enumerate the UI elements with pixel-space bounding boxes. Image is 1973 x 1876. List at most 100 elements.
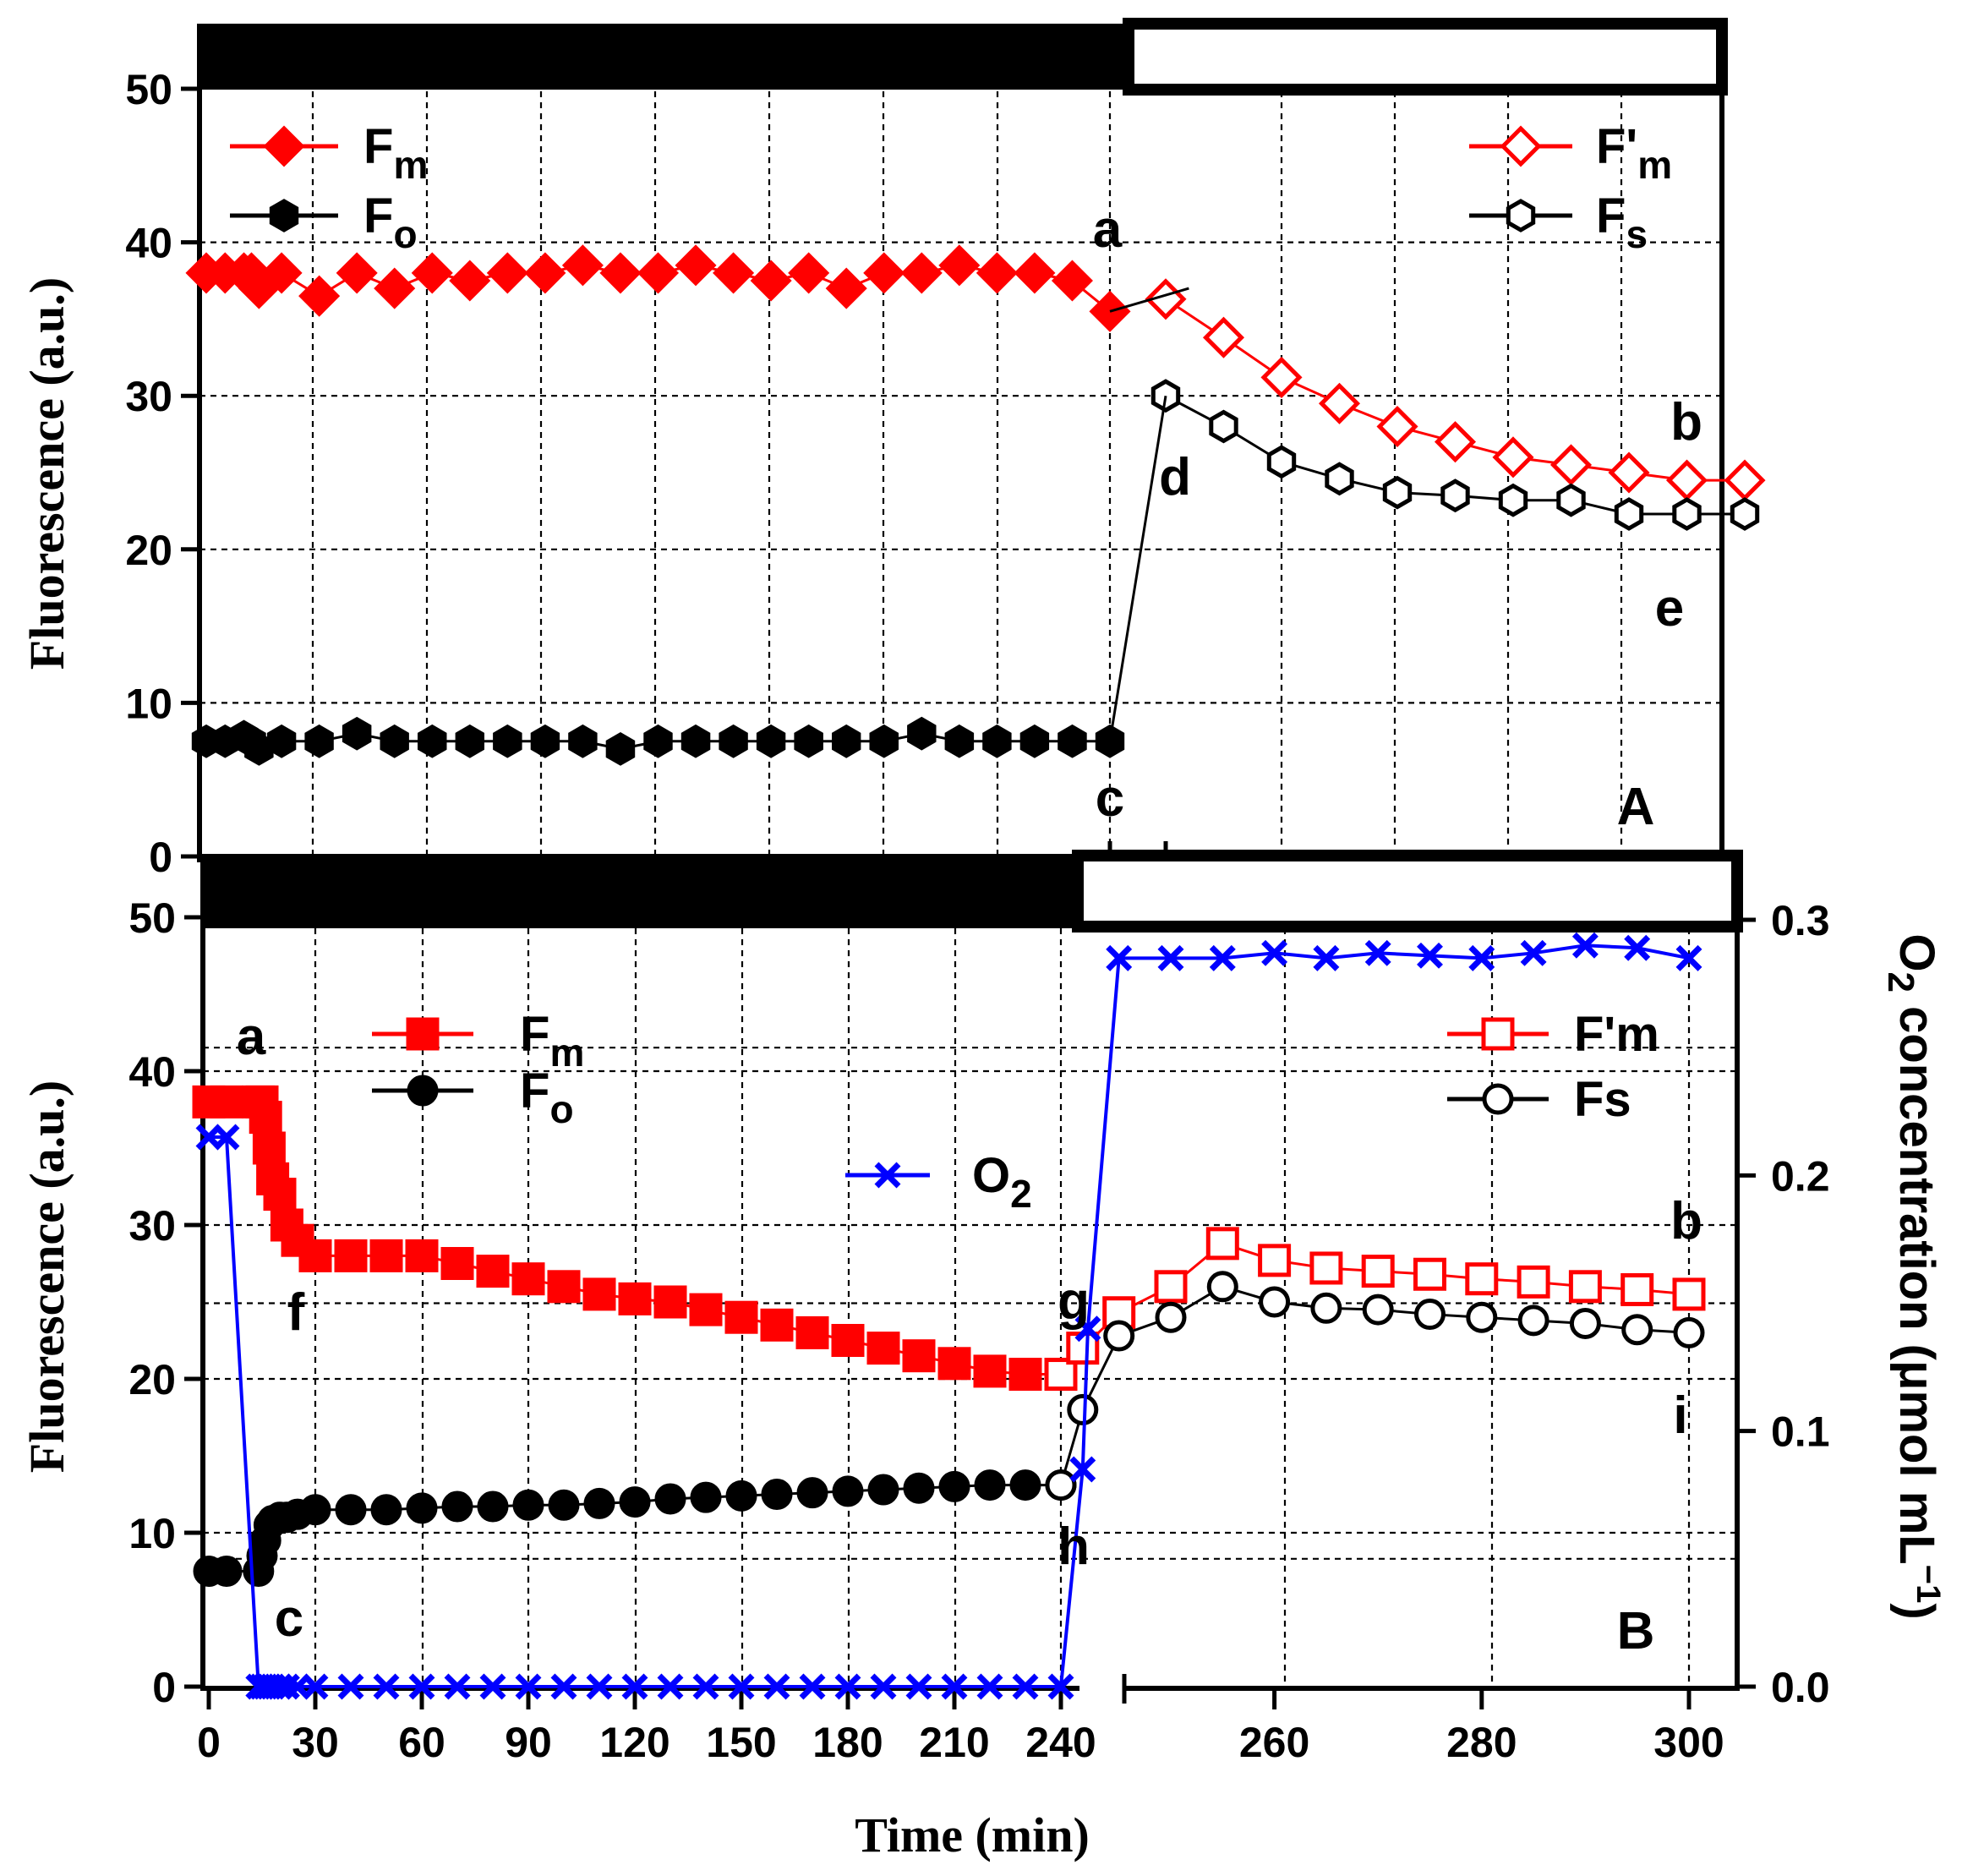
- series-a-fm-point: [524, 252, 566, 294]
- panel-a-annotation-c: c: [1096, 769, 1124, 828]
- series-b-fm-point: [369, 1239, 403, 1272]
- series-b-fprimem-point: [1066, 1332, 1100, 1365]
- panel-b-x-tick-label: 280: [1446, 1719, 1517, 1766]
- series-b-fo-point: [903, 1472, 935, 1504]
- series-b-fs: [1045, 1271, 1705, 1501]
- legend-b-fo-label: Fo: [520, 1064, 574, 1131]
- series-b-o2-point: [941, 1673, 968, 1700]
- panel-b-annotation-g: g: [1058, 1272, 1090, 1331]
- series-b-fo-point: [406, 1492, 438, 1524]
- series-b-fo-point: [477, 1490, 509, 1523]
- series-b-o2-point: [1074, 1315, 1101, 1343]
- series-a-fo-point: [869, 724, 899, 758]
- panel-a-label: A: [1617, 778, 1655, 836]
- series-b-fs-point: [1103, 1320, 1135, 1352]
- series-b-o2-point: [1209, 944, 1236, 971]
- series-b-o2-point: [479, 1673, 506, 1700]
- series-a-fo-point: [530, 724, 560, 758]
- series-a-fprimem-point: [1492, 436, 1534, 479]
- series-b-o2-point: [1417, 942, 1443, 969]
- series-b-fm-point: [937, 1347, 971, 1381]
- series-a-fs-point: [1325, 462, 1354, 496]
- series-b-fo-point: [938, 1470, 970, 1502]
- series-a-fo-point: [455, 724, 484, 758]
- panel-b-x-tick-label: 180: [812, 1719, 883, 1766]
- series-b-fprimem-point: [1044, 1358, 1078, 1392]
- panel-b-x-tick-label: 240: [1025, 1719, 1096, 1766]
- panel-b-x-tick-label: 150: [706, 1719, 776, 1766]
- series-a-fprimem-point: [1434, 421, 1477, 463]
- panel-b-dark-bar: [203, 854, 1078, 928]
- series-b-fm-point: [476, 1255, 510, 1288]
- panel-b-annotation-h: h: [1058, 1518, 1090, 1576]
- panel-b-tick-labels: 0 10 20 30 40 50 0.0 0.1 0.2 0.3 0 30 60 90 120 150 180 2…: [128, 894, 1829, 1766]
- legend-b-fm-label: Fm: [520, 1007, 584, 1075]
- series-b-fs-point: [1466, 1301, 1498, 1333]
- panel-a-annotation-b: b: [1670, 393, 1702, 451]
- series-a-fo-point: [719, 724, 748, 758]
- legend-a-fm-marker: [263, 125, 305, 167]
- series-b-o2-point: [976, 1673, 1003, 1700]
- series-b-o2-point: [763, 1673, 790, 1700]
- series-b-fo-point: [725, 1479, 757, 1512]
- series-b-o2-point: [1069, 1456, 1096, 1483]
- legend-a-fo-label: Fo: [363, 189, 418, 256]
- series-b-fo-point: [1009, 1469, 1041, 1501]
- series-a-fm-point: [1014, 252, 1056, 294]
- series-a-fm-point: [637, 252, 680, 294]
- series-a-fm-point: [976, 252, 1018, 294]
- series-b-fm-point: [249, 1101, 282, 1135]
- series-a-fo-point: [907, 716, 937, 751]
- series-b-fm-point: [795, 1315, 829, 1349]
- series-a-fo-point: [794, 724, 823, 758]
- series-a-fo-point: [944, 724, 975, 758]
- panel-a-series: [185, 244, 1766, 766]
- series-a-fprimem-point: [1260, 356, 1303, 398]
- series-a-fm-point: [411, 252, 453, 294]
- panel-b-y2-tick-label: 0.1: [1771, 1408, 1830, 1456]
- series-a-fo-point: [1058, 724, 1087, 758]
- series-b-fo-point: [654, 1483, 686, 1515]
- series-b-o2-point: [1571, 932, 1599, 959]
- series-a-fo-point: [266, 724, 297, 758]
- legend-b-fpm-label: F'm: [1574, 1007, 1659, 1062]
- panel-a-annotation-a: a: [1093, 200, 1123, 259]
- series-b-o2-point: [515, 1673, 542, 1700]
- series-b-fo-point: [690, 1481, 722, 1513]
- series-b-fm-point: [653, 1285, 687, 1319]
- series-b-o2-point: [1624, 934, 1651, 961]
- panel-a-y-tick-label: 50: [125, 66, 172, 113]
- series-b-o2-point: [550, 1673, 577, 1700]
- series-a-fprimem-point: [1665, 459, 1708, 501]
- panel-b-y2-tick-label: 0.3: [1771, 897, 1830, 944]
- series-a-fo-point: [756, 724, 786, 758]
- series-a-fm-point: [561, 244, 604, 287]
- series-b-fo-point: [210, 1556, 243, 1587]
- series-b-o2-point: [1047, 1673, 1074, 1700]
- series-a-fs-point: [1498, 483, 1528, 517]
- series-a-fprimem: [1145, 278, 1766, 501]
- series-a-fm-point: [298, 275, 341, 317]
- series-a-fm-point: [599, 252, 642, 294]
- panel-a-fo-connector: [1108, 395, 1167, 742]
- series-a-fprimem-point: [1202, 316, 1245, 358]
- series-b-fm-point: [210, 1085, 243, 1118]
- panel-b-x-tick-label: 0: [197, 1719, 221, 1766]
- series-b-fm-point: [298, 1239, 332, 1272]
- series-b-fprimem-point: [1154, 1270, 1188, 1304]
- series-b-o2-point: [1313, 944, 1340, 971]
- series-b-fprimem-point: [1258, 1244, 1292, 1277]
- series-b-o2-point: [302, 1673, 329, 1700]
- series-a-fm-point: [449, 260, 491, 302]
- series-b-o2-point: [444, 1673, 471, 1700]
- series-b-o2-point: [213, 1124, 240, 1151]
- series-b-o2-point: [1261, 939, 1288, 966]
- series-a-fs-point: [1556, 483, 1586, 517]
- series-b-o2-point: [692, 1673, 719, 1700]
- series-b-o2-point: [1106, 944, 1133, 971]
- panel-b-annotations: a f c g h b i: [237, 1008, 1702, 1648]
- panel-b-annotation-b: b: [1670, 1192, 1702, 1250]
- panel-b-light-bar: [1072, 850, 1743, 933]
